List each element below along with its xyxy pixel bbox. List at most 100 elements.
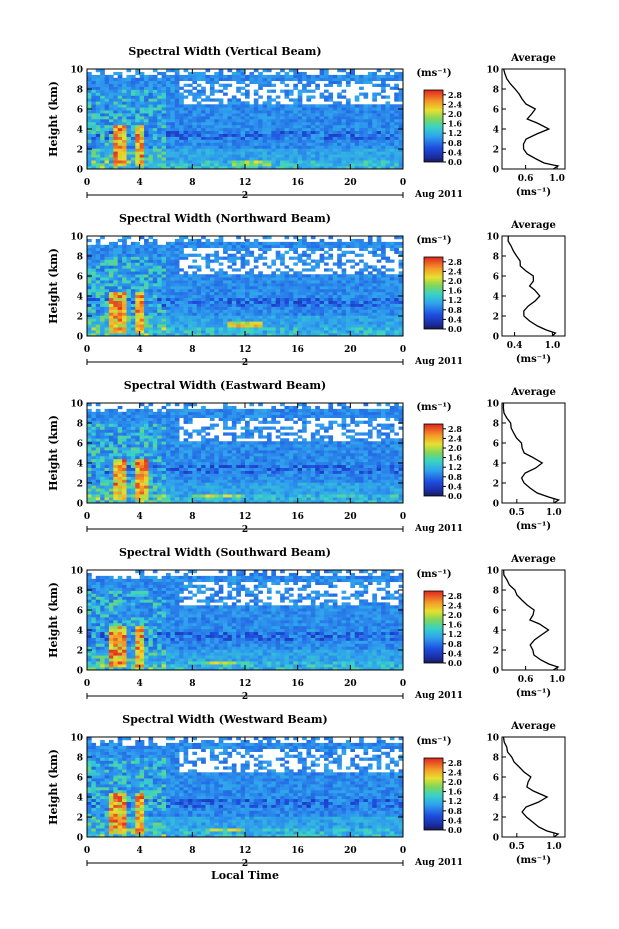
heatmap-cell: [170, 268, 176, 272]
heatmap-cell: [271, 286, 277, 290]
heatmap-cell: [113, 455, 119, 460]
heatmap-cell: [350, 318, 356, 322]
heatmap-cell: [341, 139, 347, 143]
heatmap-cell: [126, 327, 132, 331]
heatmap-cell: [258, 274, 263, 278]
heatmap-cell: [319, 241, 325, 246]
heatmap-cell: [148, 303, 154, 307]
heatmap-cell: [376, 288, 382, 293]
average-xlabel: (ms⁻¹): [516, 354, 551, 365]
heatmap-cell: [249, 145, 255, 149]
heatmap-cell: [280, 280, 285, 284]
heatmap-cell: [196, 116, 202, 120]
heatmap-cell: [306, 315, 312, 319]
heatmap-cell: [266, 142, 272, 146]
heatmap-cell: [113, 324, 119, 328]
heatmap-cell: [166, 268, 171, 272]
heatmap-cell: [306, 291, 312, 296]
heatmap-cell: [108, 124, 114, 129]
heatmap-cell: [161, 92, 167, 96]
heatmap-cell: [135, 411, 140, 416]
heatmap-cell: [104, 74, 110, 79]
heatmap-cell: [218, 104, 224, 108]
heatmap-cell: [271, 110, 277, 114]
heatmap-cell: [394, 145, 399, 149]
heatmap-cell: [122, 488, 127, 492]
heatmap-cell: [187, 312, 193, 316]
heatmap-cell: [91, 309, 97, 313]
heatmap-cell: [376, 130, 382, 134]
heatmap-cell: [297, 98, 303, 102]
heatmap-cell: [354, 139, 360, 143]
heatmap-cell: [223, 119, 228, 123]
heatmap-cell: [227, 265, 233, 269]
heatmap-cell: [253, 265, 259, 269]
heatmap-cell: [253, 104, 259, 108]
heatmap-cell: [345, 121, 351, 126]
heatmap-cell: [161, 265, 167, 269]
heatmap-cell: [95, 89, 101, 93]
heatmap-cell: [372, 157, 377, 161]
heatmap-cell: [166, 277, 171, 281]
heatmap-cell: [328, 241, 334, 246]
heatmap-cell: [324, 280, 329, 284]
heatmap-cell: [253, 280, 259, 284]
heatmap-cell: [350, 294, 356, 299]
heatmap-cell: [196, 130, 202, 134]
heatmap-cell: [166, 330, 171, 334]
heatmap-cell: [337, 306, 342, 310]
heatmap-cell: [122, 461, 127, 466]
heatmap-cell: [104, 113, 110, 117]
heatmap-cell: [359, 318, 364, 322]
heatmap-cell: [104, 485, 110, 489]
heatmap-cell: [201, 110, 206, 114]
heatmap-cell: [192, 163, 198, 167]
heatmap-cell: [328, 104, 334, 108]
heatmap-cell: [231, 113, 237, 117]
heatmap-cell: [148, 133, 154, 137]
heatmap-cell: [284, 321, 290, 325]
heatmap-cell: [376, 166, 382, 170]
heatmap-cell: [227, 277, 233, 281]
heatmap-cell: [275, 291, 281, 296]
heatmap-cell: [139, 145, 145, 149]
heatmap-cell: [280, 271, 285, 275]
heatmap-cell: [302, 166, 307, 170]
heatmap-cell: [157, 488, 162, 492]
heatmap-cell: [187, 300, 193, 304]
heatmap-cell: [223, 241, 228, 246]
heatmap-cell: [161, 142, 167, 146]
heatmap-cell: [183, 330, 189, 334]
heatmap-cell: [381, 110, 386, 114]
heatmap-cell: [394, 110, 399, 114]
heatmap-cell: [341, 157, 347, 161]
heatmap-cell: [372, 113, 377, 117]
heatmap-cell: [266, 98, 272, 102]
heatmap-cell: [284, 107, 290, 111]
heatmap-cell: [381, 151, 386, 155]
heatmap-cell: [389, 77, 395, 82]
heatmap-cell: [104, 277, 110, 281]
heatmap-cell: [95, 116, 101, 120]
heatmap-cell: [284, 148, 290, 152]
heatmap-cell: [113, 92, 119, 96]
heatmap-cell: [328, 136, 334, 140]
heatmap-cell: [87, 247, 92, 251]
heatmap-cell: [372, 286, 377, 290]
heatmap-cell: [284, 74, 290, 79]
heatmap-cell: [280, 69, 285, 73]
heatmap-cell: [135, 300, 140, 304]
heatmap-cell: [117, 303, 123, 307]
heatmap-cell: [214, 312, 219, 316]
heatmap-cell: [87, 271, 92, 275]
heatmap-cell: [148, 473, 154, 477]
heatmap-cell: [245, 318, 250, 322]
heatmap-cell: [170, 315, 176, 319]
heatmap-cell: [381, 154, 386, 158]
heatmap-cell: [214, 271, 219, 275]
heatmap-cell: [332, 107, 338, 111]
heatmap-cell: [280, 107, 285, 111]
heatmap-cell: [130, 86, 136, 90]
heatmap-cell: [126, 277, 132, 281]
heatmap-cell: [87, 300, 92, 304]
